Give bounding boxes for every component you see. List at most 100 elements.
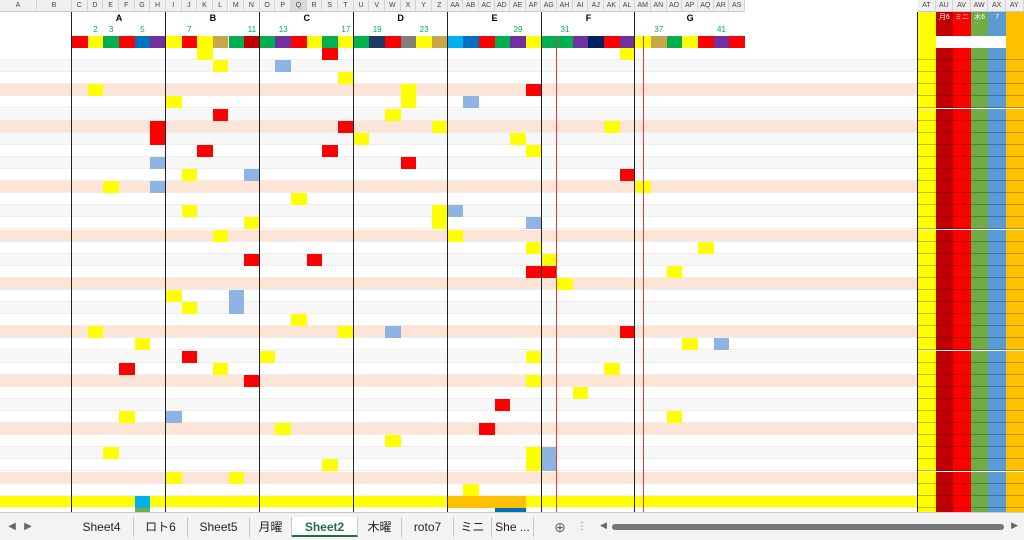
cell-ak[interactable]: [604, 169, 620, 181]
cell-k[interactable]: [197, 375, 213, 387]
cell-ae[interactable]: [510, 459, 526, 471]
column-header-ao[interactable]: AO: [666, 0, 683, 12]
cell-q[interactable]: [291, 314, 307, 327]
up-marker-ad[interactable]: [494, 507, 511, 512]
column-header-y[interactable]: Y: [416, 0, 432, 12]
add-sheet-icon[interactable]: ⊕: [554, 519, 566, 535]
cell-m[interactable]: [228, 302, 245, 315]
cell-ab[interactable]: [463, 96, 479, 109]
cell-w[interactable]: [385, 157, 401, 169]
cell-ab[interactable]: [463, 483, 479, 496]
cell-i[interactable]: [166, 84, 182, 96]
cell-p[interactable]: [275, 411, 291, 423]
cell-af[interactable]: [525, 447, 542, 460]
cell-m[interactable]: [229, 496, 245, 508]
cell-n[interactable]: [244, 351, 260, 363]
cell-e[interactable]: [103, 496, 119, 508]
cell-k[interactable]: [197, 96, 213, 108]
cell-u[interactable]: [354, 302, 370, 314]
cell-ad[interactable]: [495, 133, 511, 145]
cell-q[interactable]: [291, 375, 307, 387]
cell-w[interactable]: [385, 399, 401, 411]
column-header-am[interactable]: AM: [635, 0, 652, 12]
cell-o[interactable]: [260, 230, 276, 242]
cell-ak[interactable]: [604, 181, 620, 193]
cell-ah[interactable]: [557, 326, 573, 338]
cell-ae[interactable]: [510, 338, 526, 350]
column-header-d[interactable]: D: [87, 0, 104, 12]
column-header-p[interactable]: P: [275, 0, 292, 12]
cell-ag[interactable]: [541, 447, 558, 460]
column-header-af[interactable]: AF: [525, 0, 542, 12]
cell-z[interactable]: [432, 290, 448, 302]
cell-p[interactable]: [275, 157, 291, 169]
cell-d[interactable]: [88, 387, 104, 399]
cell-al[interactable]: [620, 181, 636, 193]
cell-m[interactable]: [228, 471, 245, 484]
cell-af[interactable]: [526, 121, 542, 133]
cell-c[interactable]: [72, 242, 88, 254]
cell-ad[interactable]: [495, 423, 511, 435]
cell-d[interactable]: [88, 278, 104, 290]
cell-g[interactable]: [135, 435, 151, 447]
cell-ah[interactable]: [557, 109, 573, 121]
column-header-k[interactable]: K: [197, 0, 213, 12]
cell-w[interactable]: [385, 472, 401, 484]
cell-n[interactable]: [244, 374, 260, 387]
cell-k[interactable]: [197, 193, 213, 205]
cell-d[interactable]: [88, 181, 104, 193]
cell-f[interactable]: [119, 72, 135, 84]
cell-ar[interactable]: [713, 338, 730, 351]
cell-an[interactable]: [651, 242, 667, 254]
cell-al[interactable]: [620, 242, 636, 254]
cell-z[interactable]: [432, 84, 448, 96]
cell-ar[interactable]: [714, 266, 730, 278]
cell-af[interactable]: [525, 84, 542, 97]
cell-w[interactable]: [385, 326, 401, 339]
cell-l[interactable]: [213, 133, 229, 145]
cell-ak[interactable]: [604, 362, 620, 375]
cell-j[interactable]: [181, 350, 198, 363]
cell-ac[interactable]: [478, 423, 495, 436]
cell-t[interactable]: [338, 181, 354, 193]
cell-x[interactable]: [401, 314, 417, 326]
cell-g[interactable]: [135, 145, 151, 157]
cell-ah[interactable]: [557, 277, 573, 290]
cell-j[interactable]: [182, 133, 198, 145]
column-header-u[interactable]: U: [353, 0, 370, 12]
cell-v[interactable]: [369, 314, 385, 326]
column-header-ae[interactable]: AE: [510, 0, 526, 12]
cell-s[interactable]: [322, 496, 338, 508]
cell-l[interactable]: [213, 496, 229, 508]
cell-t[interactable]: [338, 72, 354, 85]
cell-ag[interactable]: [541, 265, 558, 278]
cell-ag[interactable]: [542, 157, 558, 169]
cell-af[interactable]: [526, 435, 542, 447]
cell-o[interactable]: [259, 350, 276, 363]
cell-u[interactable]: [354, 96, 370, 108]
cell-y[interactable]: [416, 496, 432, 508]
cell-j[interactable]: [182, 314, 198, 326]
cell-d[interactable]: [88, 459, 104, 471]
cell-n[interactable]: [244, 266, 260, 278]
cell-h[interactable]: [150, 72, 166, 84]
cell-x[interactable]: [401, 387, 417, 399]
cell-w[interactable]: [385, 387, 401, 399]
cell-af[interactable]: [525, 374, 542, 387]
column-header-n[interactable]: N: [244, 0, 260, 12]
cell-f[interactable]: [118, 411, 135, 424]
column-header-ac[interactable]: AC: [478, 0, 495, 12]
column-header-t[interactable]: T: [338, 0, 354, 12]
horizontal-scrollbar[interactable]: ◀ ▶: [600, 520, 1018, 532]
cell-d[interactable]: [88, 484, 104, 496]
cell-am[interactable]: [635, 181, 652, 194]
cell-af[interactable]: [525, 241, 542, 254]
cell-i[interactable]: [165, 290, 182, 303]
cell-n[interactable]: [244, 169, 260, 182]
cell-u[interactable]: [354, 205, 370, 217]
column-header-c[interactable]: C: [72, 0, 88, 12]
cell-o[interactable]: [260, 193, 276, 205]
cell-x[interactable]: [401, 351, 417, 363]
cell-c[interactable]: [72, 387, 88, 399]
cell-y[interactable]: [416, 302, 432, 314]
